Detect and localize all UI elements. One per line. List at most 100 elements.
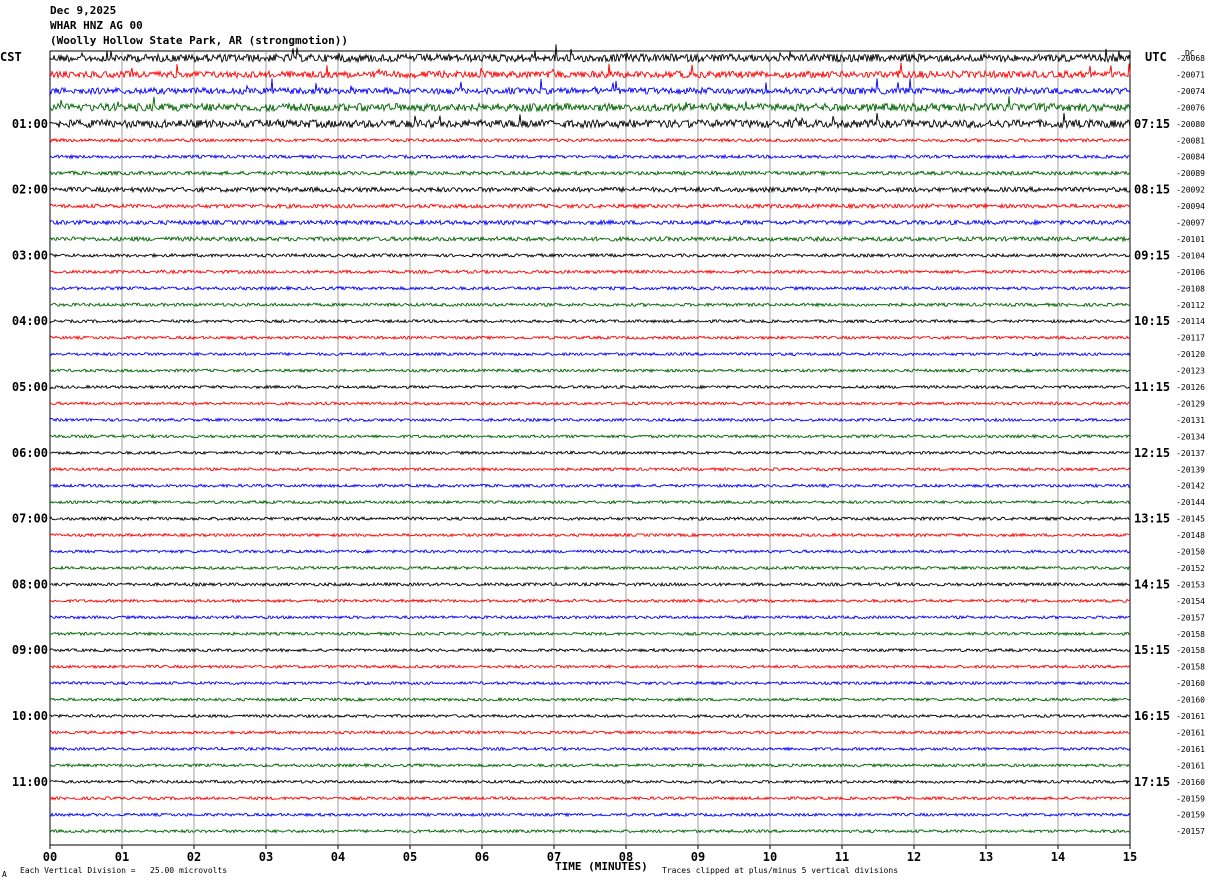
clip-note: Traces clipped at plus/minus 5 vertical … [662, 866, 899, 875]
station-code: WHAR HNZ AG 00 [50, 19, 143, 32]
utc-hour-label: 07:15 [1134, 117, 1170, 131]
dc-offset-label: -20142 [1176, 482, 1205, 491]
x-tick-label: 08 [619, 850, 633, 864]
minute-grid [49, 50, 1131, 846]
dc-offset-label: -20131 [1176, 416, 1205, 425]
plot-frame [49, 50, 1131, 846]
dc-offset-label: -20117 [1176, 334, 1205, 343]
seismic-trace [49, 202, 1131, 210]
dc-offset-label: -20123 [1176, 367, 1205, 376]
dc-offset-label: -20152 [1176, 564, 1205, 573]
dc-offset-label: -20139 [1176, 465, 1205, 474]
dc-offset-label: -20081 [1176, 136, 1205, 145]
utc-hour-label: 17:15 [1134, 775, 1170, 789]
utc-hour-label: 15:15 [1134, 643, 1170, 657]
seismic-trace [49, 483, 1131, 489]
seismic-trace [49, 647, 1131, 653]
seismic-trace [49, 762, 1131, 769]
dc-offset-label: -20129 [1176, 399, 1205, 408]
seismic-trace [49, 335, 1131, 341]
utc-hour-label: 09:15 [1134, 248, 1170, 262]
dc-offset-label: -20161 [1176, 728, 1205, 737]
dc-offset-label: -20068 [1176, 54, 1205, 63]
dc-offset-label: -20150 [1176, 548, 1205, 557]
cst-hour-label: 11:00 [12, 775, 48, 789]
seismic-trace [49, 268, 1131, 275]
dc-offset-label: -20145 [1176, 515, 1205, 524]
dc-offset-label: -20134 [1176, 432, 1205, 441]
cst-hour-label: 10:00 [12, 709, 48, 723]
seismic-trace [49, 44, 1131, 64]
cst-hour-label: 05:00 [12, 380, 48, 394]
seismic-trace [49, 466, 1131, 472]
seismic-trace [49, 729, 1131, 736]
x-axis-title: TIME (MINUTES) [555, 860, 648, 873]
x-tick-label: 01 [115, 850, 129, 864]
dc-offset-label: -20089 [1176, 169, 1205, 178]
dc-offset-label: -20160 [1176, 696, 1205, 705]
cst-hour-label: 02:00 [12, 183, 48, 197]
x-tick-label: 14 [1051, 850, 1065, 864]
utc-hour-label: 14:15 [1134, 577, 1170, 591]
seismic-trace [49, 614, 1130, 620]
seismic-trace [49, 78, 1131, 96]
seismic-trace [49, 713, 1131, 719]
cst-hour-label: 01:00 [12, 117, 48, 131]
seismic-trace [49, 696, 1131, 703]
dc-offset-label: -20120 [1176, 350, 1205, 359]
seismic-trace [49, 153, 1131, 160]
seismic-trace [49, 779, 1131, 785]
seismic-trace [50, 631, 1131, 637]
dc-offset-label: -20097 [1176, 219, 1205, 228]
cst-hour-label: 04:00 [12, 314, 48, 328]
seismic-trace [49, 252, 1131, 259]
dc-offset-label: -20158 [1176, 630, 1205, 639]
x-tick-label: 09 [691, 850, 705, 864]
dc-offset-label: -20157 [1176, 827, 1205, 836]
seismic-trace [49, 112, 1131, 130]
x-tick-label: 04 [331, 850, 345, 864]
dc-offset-label: -20161 [1176, 712, 1205, 721]
utc-hour-label: 11:15 [1134, 380, 1170, 394]
dc-offset-label: -20159 [1176, 794, 1205, 803]
dc-offset-label: -20114 [1176, 317, 1205, 326]
seismic-trace [49, 351, 1131, 357]
cst-hour-label: 09:00 [12, 643, 48, 657]
dc-offset-label: -20084 [1176, 153, 1205, 162]
dc-offset-label: -20104 [1176, 251, 1205, 260]
seismic-trace [49, 285, 1131, 292]
station-location: (Woolly Hollow State Park, AR (strongmot… [50, 34, 349, 47]
seismic-trace [49, 598, 1131, 604]
dc-offset-label: -20112 [1176, 301, 1205, 310]
dc-offset-label: -20144 [1176, 498, 1205, 507]
seismic-trace [49, 185, 1131, 194]
seismic-trace [49, 367, 1131, 374]
x-tick-label: 10 [763, 850, 777, 864]
dc-offset-label: -20108 [1176, 284, 1205, 293]
utc-hour-label: 13:15 [1134, 512, 1170, 526]
scale-note: Each Vertical Division = 25.00 microvolt… [20, 866, 228, 875]
seismic-trace [49, 169, 1131, 177]
x-tick-label: 02 [187, 850, 201, 864]
seismic-trace [50, 450, 1131, 456]
dc-offset-label: -20094 [1176, 202, 1205, 211]
x-tick-label: 06 [475, 850, 489, 864]
seismic-trace [49, 400, 1131, 407]
dc-offset-label: -20153 [1176, 580, 1205, 589]
seismic-trace [49, 548, 1131, 555]
cst-axis-label: CST [0, 50, 22, 64]
cst-hour-label: 08:00 [12, 577, 48, 591]
seismic-trace [49, 565, 1131, 571]
seismic-trace [49, 499, 1131, 505]
seismic-trace [49, 301, 1131, 308]
seismic-trace [49, 515, 1131, 522]
dc-offset-label: -20137 [1176, 449, 1205, 458]
seismic-trace [49, 318, 1131, 324]
seismic-trace [49, 417, 1131, 423]
x-tick-label: 03 [259, 850, 273, 864]
seismic-trace [49, 433, 1131, 440]
x-tick-label: 05 [403, 850, 417, 864]
utc-hour-label: 12:15 [1134, 446, 1170, 460]
seismic-trace [49, 235, 1131, 243]
